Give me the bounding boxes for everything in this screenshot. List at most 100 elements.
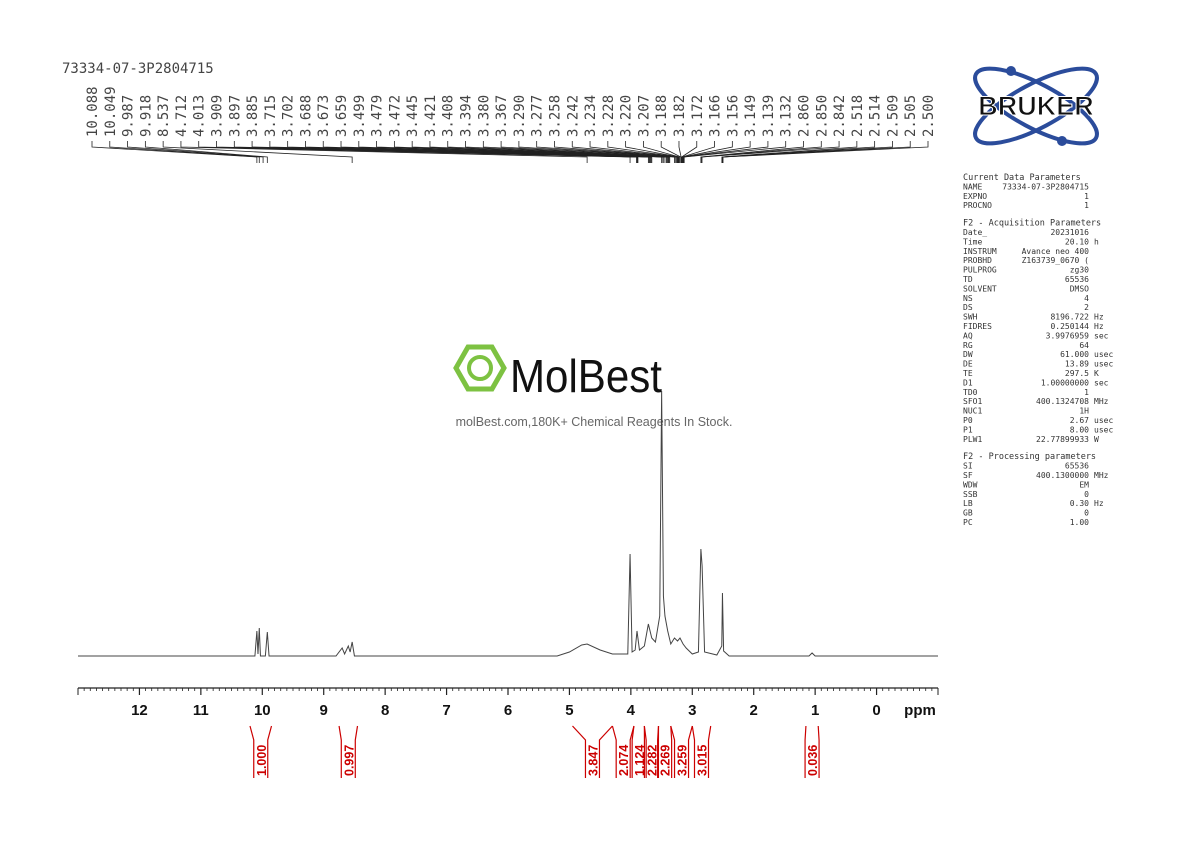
peak-label: 4.712: [174, 95, 190, 137]
peak-label: 2.518: [850, 95, 866, 137]
integral-label: 2.269: [659, 745, 673, 776]
param-value: 1: [1084, 201, 1089, 210]
peak-label: 4.013: [192, 95, 208, 137]
param-value: 2.67: [1070, 416, 1089, 425]
peak-marker: [682, 141, 751, 163]
peak-label: 9.987: [121, 95, 137, 137]
x-axis-label: ppm: [904, 702, 936, 719]
sample-name: 73334-07-3P2804715: [62, 61, 214, 77]
param-name: PULPROG: [963, 266, 997, 275]
param-name: SF: [963, 471, 973, 480]
param-name: PROCNO: [963, 201, 992, 210]
brand: BRUKER: [978, 91, 1094, 121]
peak-label: 3.702: [281, 95, 297, 137]
param-name: PLW1: [963, 435, 982, 444]
param-value: EM: [1079, 480, 1089, 489]
hexagon: [453, 344, 507, 392]
param-name: INSTRUM: [963, 247, 997, 256]
x-tick-label: 5: [565, 702, 573, 719]
integral-label: 0.036: [806, 745, 820, 776]
x-tick-label: 4: [627, 702, 636, 719]
integral-bracket: [611, 725, 635, 778]
peak-label: 3.149: [743, 95, 759, 137]
peak-label: 3.207: [636, 95, 652, 137]
peak-label: 3.277: [530, 95, 546, 137]
peak-marker: [681, 141, 715, 163]
peak-marker: [683, 141, 769, 163]
param-name: SSB: [963, 490, 978, 499]
x-tick-label: 12: [131, 702, 148, 719]
orbit: [973, 66, 1099, 146]
peak-marker: [162, 141, 353, 163]
spectrum-line: [78, 390, 938, 657]
param-value: 3.9976959: [1046, 331, 1090, 340]
param-name: P0: [963, 416, 973, 425]
integral-label: 1.000: [255, 745, 269, 776]
peak-marker: [429, 141, 667, 163]
param-value: 2: [1084, 303, 1089, 312]
param-unit: h: [1094, 237, 1099, 246]
peak-label: 3.479: [370, 95, 386, 137]
param-unit: Hz: [1094, 313, 1104, 322]
peak-marker: [607, 141, 679, 163]
peak-label: 10.088: [85, 86, 101, 137]
param-name: DW: [963, 350, 973, 359]
peak-label: 2.850: [814, 95, 830, 137]
peak-marker: [701, 141, 822, 163]
param-name: PC: [963, 518, 973, 527]
peak-label: 3.394: [459, 95, 475, 137]
peak-label: 2.500: [921, 95, 937, 137]
x-tick-label: 2: [750, 702, 758, 719]
peak-marker: [722, 141, 929, 163]
param-name: WDW: [963, 480, 978, 489]
param-name: DE: [963, 360, 973, 369]
peak-label: 3.258: [547, 95, 563, 137]
param-unit: MHz: [1094, 397, 1109, 406]
param-value: 20.10: [1065, 237, 1089, 246]
param-name: SWH: [963, 313, 978, 322]
peak-marker: [701, 141, 840, 163]
param-value: 0: [1084, 509, 1089, 518]
x-tick-label: 11: [193, 702, 209, 719]
watermark: MolBest molBest.com,180K+ Chemical Reage…: [453, 344, 732, 429]
param-value: 8196.722: [1050, 313, 1089, 322]
peak-marker: [643, 141, 680, 163]
peak-marker: [447, 141, 668, 163]
param-name: TE: [963, 369, 973, 378]
orbit: [973, 66, 1099, 146]
param-name: Time: [963, 237, 982, 246]
param-unit: sec: [1094, 378, 1109, 387]
param-value: 8.00: [1070, 425, 1089, 434]
param-unit: W: [1094, 435, 1099, 444]
peak-label: 8.537: [156, 95, 172, 137]
integral-label: 3.847: [586, 745, 600, 776]
peak-label: 3.673: [316, 95, 332, 137]
peak-marker: [682, 141, 733, 163]
param-name: NAME: [963, 182, 982, 191]
peak-label: 3.234: [583, 95, 599, 137]
param-unit: Hz: [1094, 499, 1104, 508]
peak-label: 3.156: [725, 95, 741, 137]
peak-marker: [127, 141, 264, 163]
param-name: TD0: [963, 388, 978, 397]
ring: [467, 355, 493, 381]
param-value: 0: [1084, 490, 1089, 499]
atom: [1057, 136, 1067, 146]
integral-label: 2.074: [617, 745, 631, 776]
integral-bracket: [691, 725, 712, 778]
peak-marker: [144, 141, 268, 163]
peak-marker: [536, 141, 676, 163]
param-value: 0.30: [1070, 499, 1089, 508]
peak-marker: [465, 141, 669, 163]
param-value: 1: [1084, 192, 1089, 201]
param-value: 0.250144: [1050, 322, 1089, 331]
x-tick-label: 9: [320, 702, 328, 719]
param-unit: K: [1094, 369, 1099, 378]
peak-marker: [571, 141, 678, 163]
param-unit: usec: [1094, 416, 1113, 425]
peak-label: 3.445: [405, 95, 421, 137]
peak-label: 2.860: [796, 95, 812, 137]
